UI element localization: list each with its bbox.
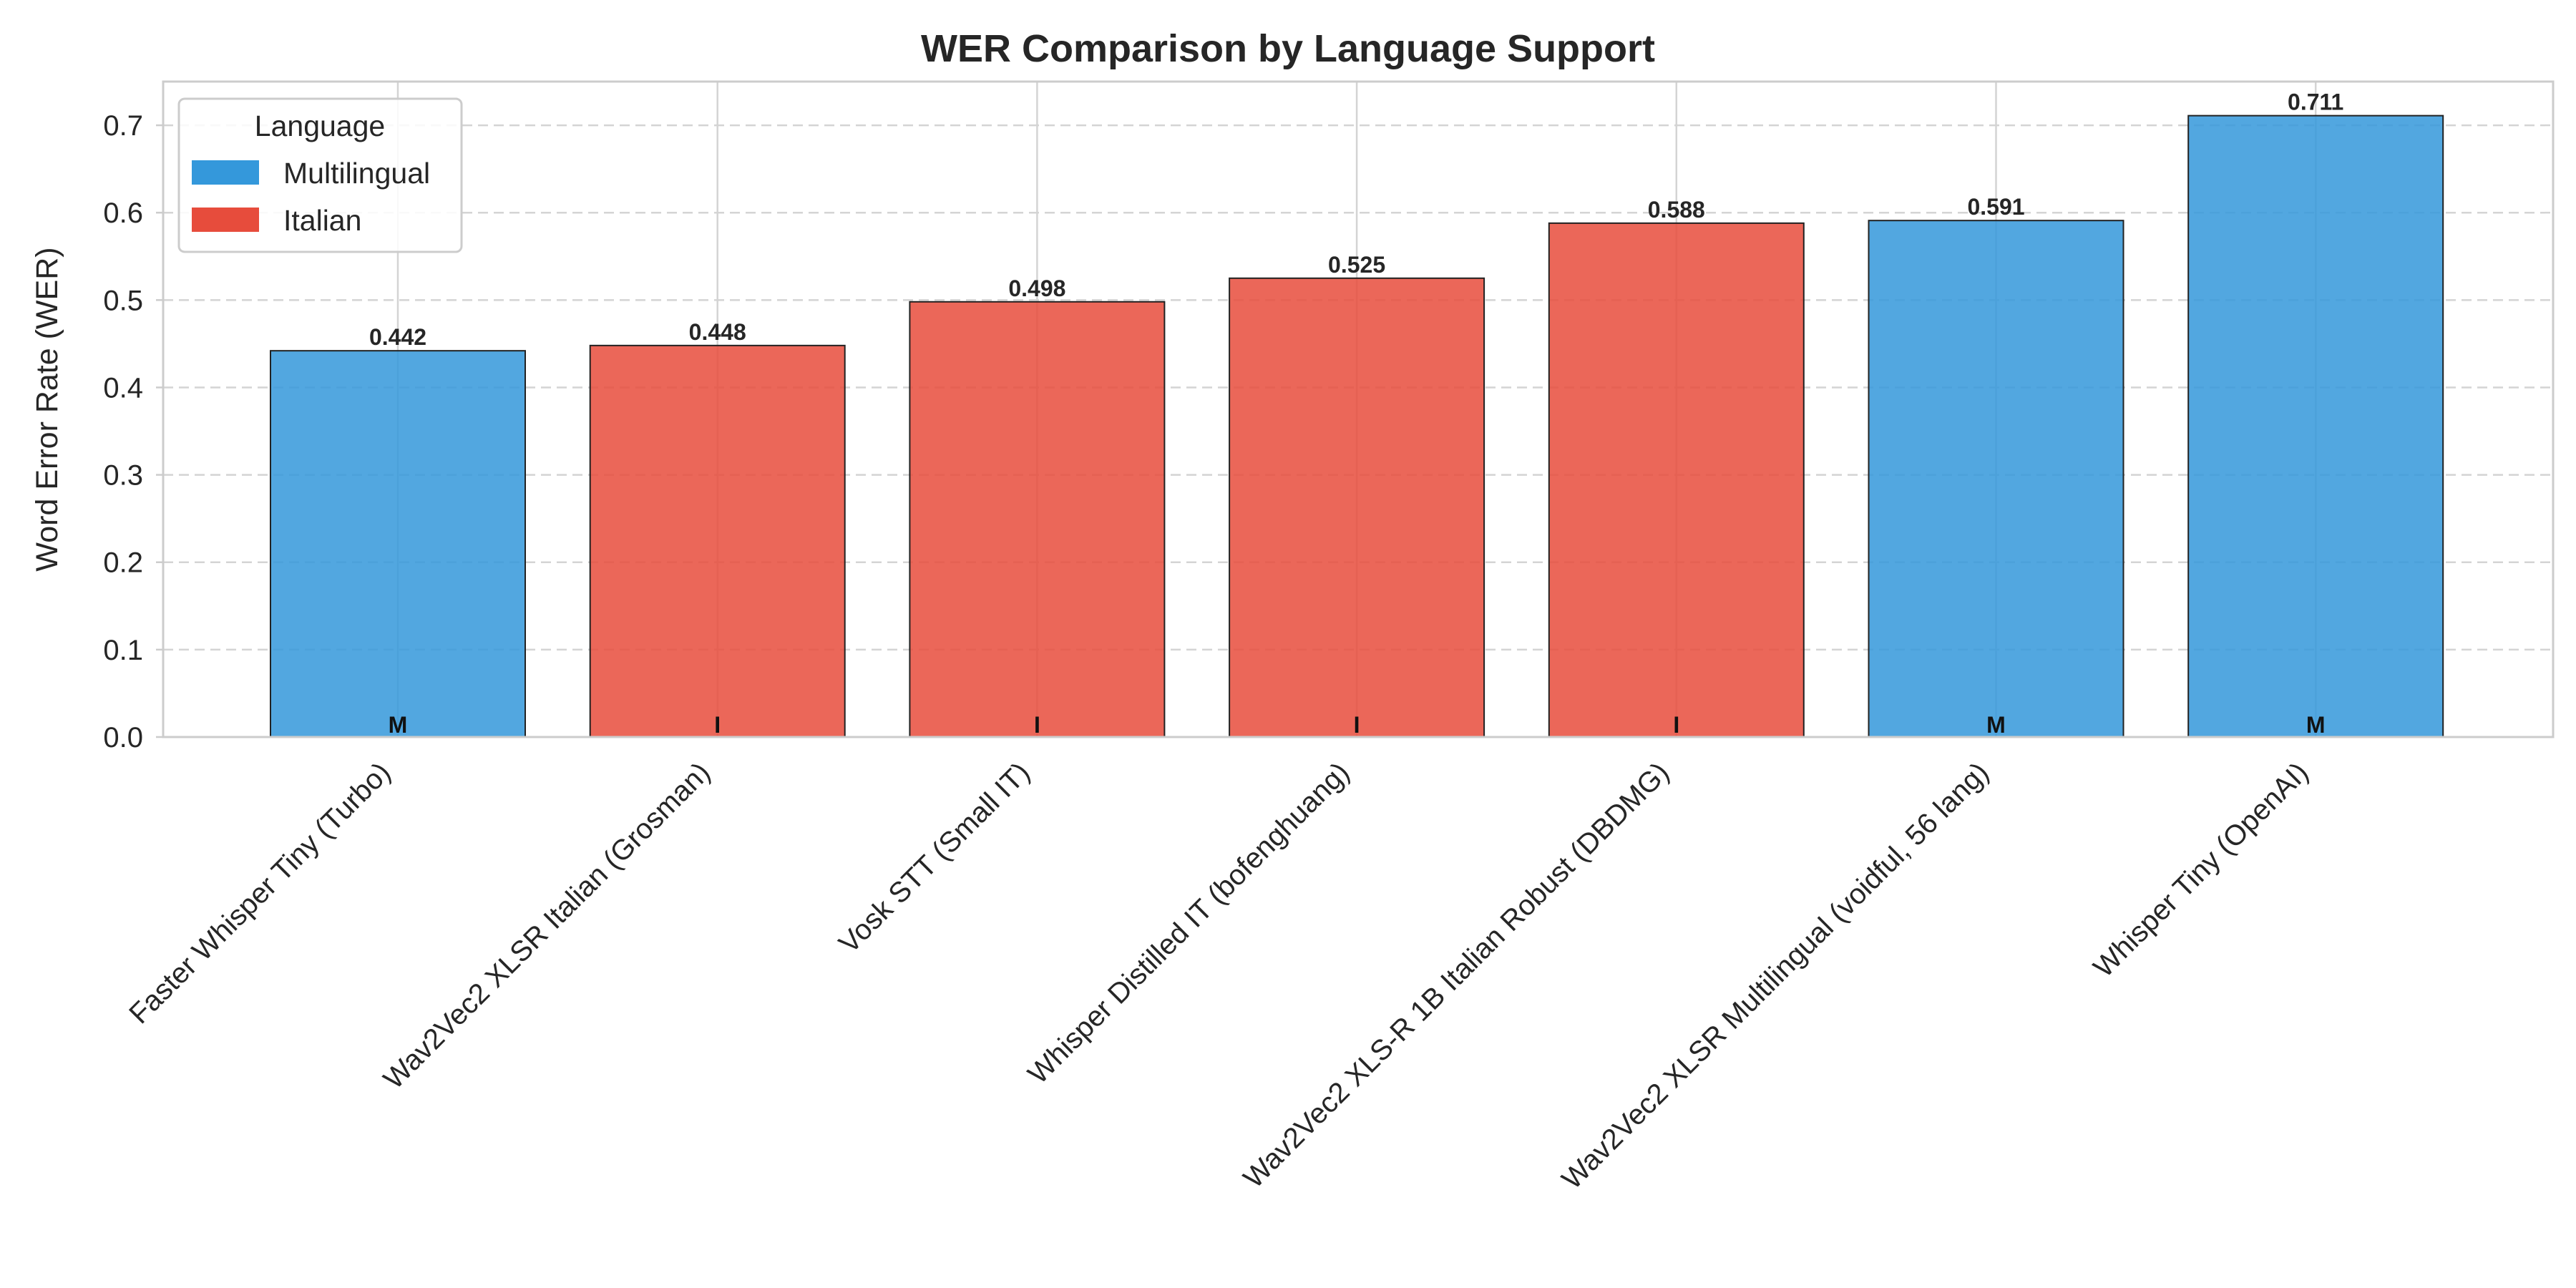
plot-frame <box>162 80 2555 738</box>
legend-label-italian: Italian <box>283 204 361 237</box>
bar-value-label: 0.525 <box>1328 252 1385 278</box>
bar-language-code: I <box>1673 712 1679 738</box>
bar-value-label: 0.448 <box>689 319 746 345</box>
label-layer: 0.442 M 0.448 I 0.498 I 0.525 I 0.588 I 0.591 M 0.71… <box>369 89 2343 738</box>
legend-swatch-multilingual <box>192 160 259 185</box>
bar <box>270 350 526 738</box>
chart-title: WER Comparison by Language Support <box>921 27 1655 70</box>
legend: Language Multilingual Italian <box>177 97 463 253</box>
bar-language-code: I <box>1034 712 1040 738</box>
bar-value-label: 0.591 <box>1967 194 2024 220</box>
y-tick-label: 0.6 <box>103 197 143 229</box>
y-axis-label: Word Error Rate (WER) <box>30 247 64 571</box>
bar-value-label: 0.442 <box>369 324 426 350</box>
bar <box>909 301 1166 738</box>
bar-language-code: M <box>1986 712 2006 738</box>
legend-swatch-italian <box>192 208 259 232</box>
y-tick-label: 0.2 <box>103 547 143 579</box>
bar-layer <box>270 114 2444 738</box>
bar <box>589 344 846 738</box>
bar-value-label: 0.711 <box>2288 89 2343 115</box>
y-tick-label: 0.1 <box>103 635 143 666</box>
y-tick-label: 0.4 <box>103 372 143 404</box>
y-tick-label: 0.5 <box>103 285 143 316</box>
bar <box>1868 220 2124 738</box>
bar-language-code: M <box>389 712 408 738</box>
bar-language-code: I <box>1354 712 1360 738</box>
bar <box>2187 114 2444 738</box>
bar-language-code: M <box>2306 712 2326 738</box>
y-tick-label: 0.7 <box>103 110 143 142</box>
bar-value-label: 0.588 <box>1648 197 1705 223</box>
y-tick-label: 0.3 <box>103 460 143 492</box>
bar <box>1548 222 1805 738</box>
legend-label-multilingual: Multilingual <box>283 157 430 190</box>
y-tick-label: 0.0 <box>103 722 143 753</box>
bar <box>1229 277 1485 738</box>
legend-title: Language <box>255 109 385 142</box>
bar-value-label: 0.498 <box>1008 275 1065 301</box>
bar-language-code: I <box>714 712 721 738</box>
